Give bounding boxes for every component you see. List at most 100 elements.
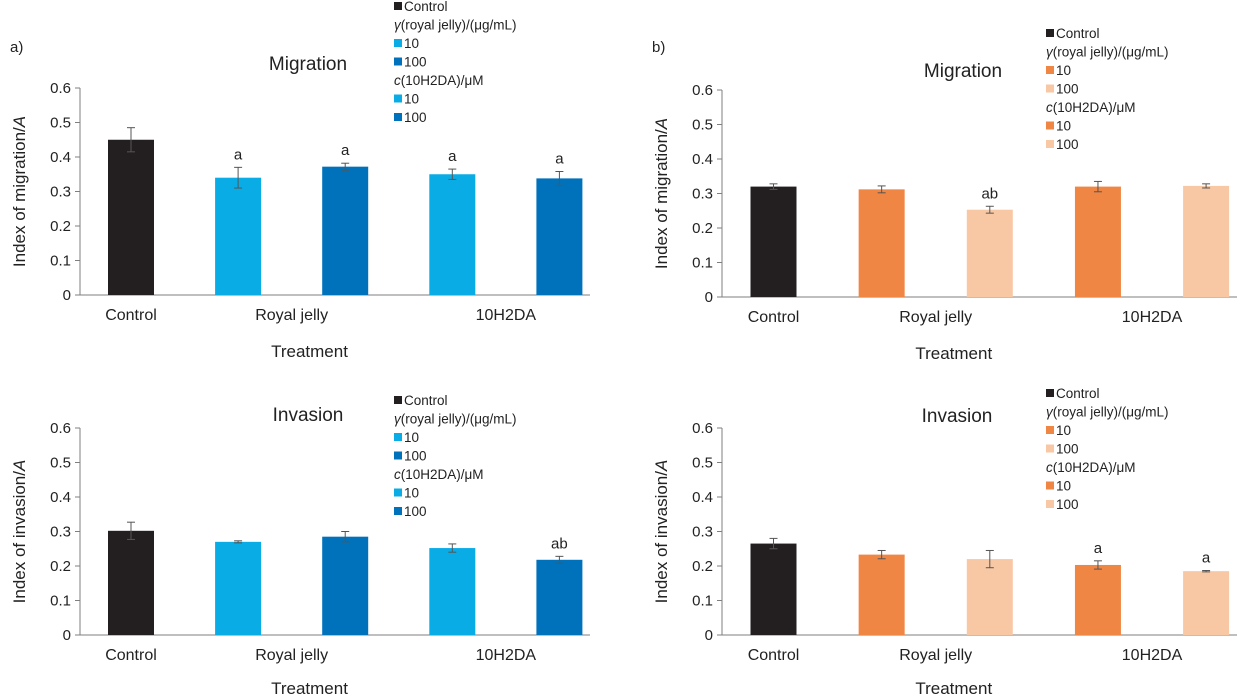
legend-swatch <box>1046 66 1054 74</box>
legend-swatch <box>394 507 402 515</box>
x-axis-label: Treatment <box>271 342 348 361</box>
significance-label: a <box>341 142 350 159</box>
legend-swatch <box>394 39 402 47</box>
legend-swatch <box>394 451 402 460</box>
y-tick-label: 0.1 <box>692 255 713 272</box>
legend-label: Control <box>1056 26 1100 41</box>
bar <box>108 139 154 295</box>
y-tick-label: 0.2 <box>692 558 713 575</box>
y-tick-label: 0.4 <box>692 151 713 168</box>
legend-label: 10 <box>404 92 419 107</box>
legend-heading: c(10H2DA)/μM <box>394 73 484 88</box>
legend-swatch <box>1046 426 1054 434</box>
bar <box>1183 185 1230 297</box>
significance-label: ab <box>551 535 568 552</box>
legend-label: Control <box>404 0 448 14</box>
bar <box>108 530 154 635</box>
x-tick-label: 10H2DA <box>1122 309 1183 326</box>
x-tick-label: Control <box>748 647 800 664</box>
legend-label: 100 <box>1056 497 1079 512</box>
y-tick-label: 0.5 <box>692 455 713 472</box>
bar <box>858 189 905 297</box>
legend-swatch <box>394 488 402 497</box>
y-tick-label: 0.6 <box>50 80 71 97</box>
legend-swatch <box>1046 481 1054 490</box>
y-axis-label: Index of invasion/A <box>10 460 29 604</box>
y-tick-label: 0.6 <box>692 82 713 99</box>
legend-label: 100 <box>404 55 427 70</box>
legend-label: 100 <box>1056 137 1079 152</box>
y-tick-label: 0.2 <box>50 218 71 235</box>
legend-label: 100 <box>404 449 427 464</box>
legend-swatch <box>394 94 402 103</box>
y-axis-label: Index of invasion/A <box>652 460 671 604</box>
legend-label: 10 <box>404 36 419 51</box>
legend-swatch <box>1046 121 1054 130</box>
y-tick-label: 0.3 <box>692 186 713 203</box>
y-tick-label: 0.5 <box>692 117 713 134</box>
bar <box>966 209 1013 297</box>
legend-swatch <box>1046 84 1054 93</box>
y-tick-label: 0.3 <box>692 524 713 541</box>
legend-heading: γ(royal jelly)/(μg/mL) <box>1046 45 1169 60</box>
y-tick-label: 0.4 <box>50 149 71 166</box>
x-axis-label: Treatment <box>271 679 348 697</box>
legend-heading: c(10H2DA)/μM <box>1046 460 1136 475</box>
y-tick-label: 0.4 <box>50 489 71 506</box>
chart-title: Invasion <box>273 405 344 426</box>
legend-swatch <box>1046 140 1054 148</box>
significance-label: a <box>234 146 243 163</box>
bar <box>750 186 797 297</box>
y-tick-label: 0 <box>63 627 71 644</box>
y-tick-label: 0 <box>705 627 713 644</box>
x-tick-label: Royal jelly <box>899 309 972 326</box>
y-tick-label: 0.1 <box>50 253 71 270</box>
bar <box>1074 564 1121 635</box>
x-tick-label: Royal jelly <box>899 647 972 664</box>
legend-swatch <box>394 113 402 121</box>
bar <box>215 541 262 635</box>
legend-swatch <box>394 396 402 404</box>
significance-label: ab <box>981 185 998 202</box>
x-tick-label: 10H2DA <box>1122 647 1183 664</box>
y-tick-label: 0.1 <box>50 593 71 610</box>
bar <box>750 543 797 635</box>
legend-swatch <box>1046 29 1054 37</box>
x-tick-label: Control <box>105 307 157 324</box>
y-tick-label: 0.4 <box>692 489 713 506</box>
legend-label: 10 <box>404 486 419 501</box>
bar <box>1074 186 1121 297</box>
y-tick-label: 0.2 <box>50 558 71 575</box>
y-tick-label: 0 <box>705 289 713 306</box>
legend-heading: γ(royal jelly)/(μg/mL) <box>394 18 517 33</box>
bar <box>429 548 476 635</box>
bar <box>966 559 1013 635</box>
legend-swatch <box>394 433 402 441</box>
significance-label: a <box>1202 549 1211 566</box>
legend-label: Control <box>404 393 448 408</box>
legend-label: 10 <box>1056 119 1071 134</box>
significance-label: a <box>448 148 457 165</box>
legend-swatch <box>1046 500 1054 508</box>
legend-heading: c(10H2DA)/μM <box>394 467 484 482</box>
legend-label: 100 <box>404 110 427 125</box>
x-tick-label: Control <box>105 647 157 664</box>
bar <box>322 536 369 635</box>
legend-label: Control <box>1056 386 1100 401</box>
y-axis-label: Index of migration/A <box>10 116 29 267</box>
chart-title: Invasion <box>922 406 993 427</box>
y-tick-label: 0.3 <box>50 524 71 541</box>
y-tick-label: 0.3 <box>50 184 71 201</box>
y-tick-label: 0.6 <box>692 420 713 437</box>
y-axis-label: Index of migration/A <box>652 118 671 269</box>
legend-label: 100 <box>1056 442 1079 457</box>
chart-title: Migration <box>269 54 347 75</box>
x-tick-label: 10H2DA <box>476 307 537 324</box>
legend-heading: γ(royal jelly)/(μg/mL) <box>1046 405 1169 420</box>
legend-label: 10 <box>1056 423 1071 438</box>
legend-swatch <box>394 57 402 66</box>
panel-label-b: b) <box>652 39 665 56</box>
bar <box>858 554 905 635</box>
legend-label: 100 <box>1056 82 1079 97</box>
